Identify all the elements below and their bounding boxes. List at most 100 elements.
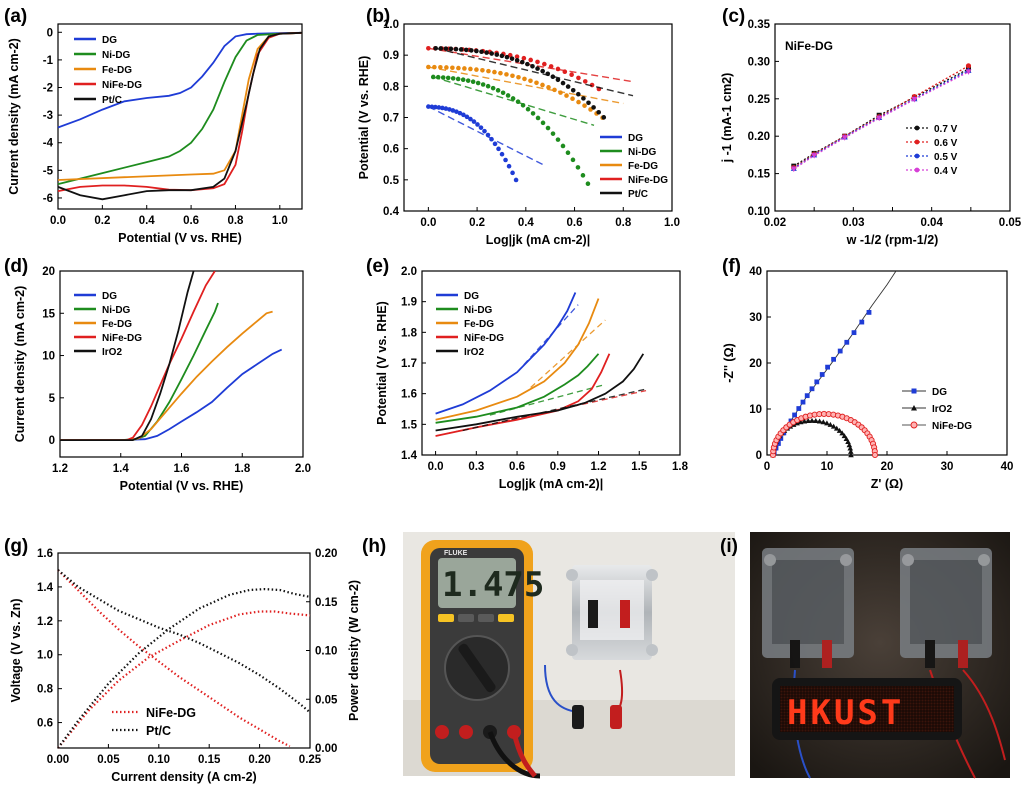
- data-point-NiFe-DG: [542, 61, 547, 67]
- y-tick-label: 0: [47, 27, 53, 39]
- y-tick-label: 1.0: [383, 19, 399, 31]
- series-line-Fe-DG: [435, 298, 600, 421]
- data-point-Ni-DG: [560, 143, 566, 149]
- x-tick-label: 1.2: [591, 461, 607, 473]
- data-point-Pt/C: [484, 50, 489, 55]
- y-tick-label: 0.5: [383, 175, 400, 187]
- data-point-IrO2: [839, 430, 845, 436]
- data-point-DG: [443, 106, 449, 111]
- data-point-Ni-DG: [550, 131, 556, 136]
- y2-tick-label: 0.05: [315, 694, 338, 706]
- series-line-IrO2: [60, 271, 195, 442]
- x-tick-label: 0.02: [764, 217, 786, 229]
- data-point-Fe-DG: [564, 93, 569, 98]
- y-tick-label: 0.4: [383, 206, 400, 218]
- data-point-Fe-DG: [438, 64, 443, 70]
- legend-label-DG: DG: [464, 291, 479, 302]
- legend-label-NiFe-DG: NiFe-DG: [628, 175, 668, 186]
- data-point-IrO2: [824, 420, 830, 426]
- data-point-Pt/C: [576, 91, 581, 97]
- y-tick-label: 0.20: [748, 131, 770, 143]
- y-tick-label: 0.6: [37, 718, 53, 730]
- data-point-Fe-DG: [432, 64, 437, 70]
- data-point-Ni-DG: [490, 85, 496, 91]
- data-point-IrO2: [836, 427, 843, 433]
- data-point-IrO2: [809, 417, 815, 423]
- data-point-Pt/C: [469, 48, 474, 53]
- y-tick-label: 20: [42, 266, 55, 278]
- fit-line-Ni-DG: [433, 76, 595, 126]
- data-point-Pt/C: [565, 84, 571, 89]
- data-point-Pt/C: [525, 61, 530, 67]
- data-point-IrO2: [846, 442, 853, 448]
- y-axis-label: -Z'' (Ω): [722, 343, 736, 383]
- y-tick-label: 10: [749, 404, 762, 416]
- panel-d-oer-lsv: 1.2 1.4 1.6 1.8 2.0 0 5 10 15 20 Potential (V vs. …: [4, 256, 311, 493]
- data-point-Ni-DG: [450, 76, 456, 81]
- data-point-DG: [429, 104, 435, 110]
- y-tick-label: 10: [42, 351, 55, 363]
- data-point-Ni-DG: [510, 96, 516, 101]
- x-tick-label: 0.4: [518, 217, 535, 229]
- panel-h-photo-multimeter: (h) FLUKE 1.475: [362, 532, 735, 779]
- x-axis-label: Current density (A cm-2): [111, 770, 256, 784]
- data-point-DG: [440, 105, 445, 111]
- panel-label-b: (b): [366, 6, 390, 27]
- data-point-Pt/C: [519, 59, 525, 65]
- data-point-IrO2: [848, 448, 854, 454]
- legend-label-Pt/C: Pt/C: [102, 95, 122, 106]
- data-point-DG: [478, 125, 484, 130]
- data-point-Ni-DG: [495, 88, 501, 93]
- series-line-NiFe-DG-left: [57, 569, 291, 748]
- data-point-Ni-DG: [515, 99, 521, 105]
- data-point-Pt/C: [438, 46, 444, 51]
- data-point-DG: [506, 163, 512, 169]
- x-tick-label: 40: [1001, 461, 1014, 473]
- x-tick-label: 0.4: [139, 215, 156, 227]
- data-point-Pt/C: [433, 46, 438, 51]
- x-tick-label: 1.4: [113, 463, 130, 475]
- series-line-NiFe-DG: [772, 413, 876, 456]
- fit-line-Fe-DG: [530, 319, 606, 389]
- data-point-Fe-DG: [444, 65, 449, 70]
- x-tick-label: 0.6: [567, 217, 583, 229]
- legend-label-NiFe-DG: NiFe-DG: [932, 421, 972, 432]
- data-point-Fe-DG: [522, 76, 527, 82]
- data-point: [911, 97, 918, 103]
- data-point-DG: [485, 132, 491, 138]
- y-tick-label: 1.7: [401, 358, 417, 370]
- data-point-Pt/C: [448, 46, 454, 52]
- data-point-Pt/C: [581, 96, 586, 101]
- data-point-Ni-DG: [570, 157, 576, 163]
- y-axis-label: Current density (mA cm-2): [13, 286, 27, 443]
- series-line-0.4 V: [793, 71, 969, 170]
- data-point-DG: [837, 348, 843, 354]
- y-tick-label: 40: [749, 266, 762, 278]
- legend-label-DG: DG: [628, 133, 643, 144]
- x-axis-label: Potential (V vs. RHE): [118, 231, 242, 245]
- data-point-Pt/C: [586, 100, 591, 106]
- data-point: [965, 63, 972, 69]
- data-point-IrO2: [820, 419, 827, 425]
- data-point-Fe-DG: [456, 65, 461, 71]
- data-point-IrO2: [841, 433, 848, 439]
- data-point-Pt/C: [443, 46, 449, 51]
- legend-label-Ni-DG: Ni-DG: [102, 50, 131, 61]
- multimeter-reading: 1.475: [442, 565, 544, 605]
- data-point-Pt/C: [535, 66, 540, 71]
- data-point: [876, 115, 883, 122]
- x-tick-label: 0.05: [97, 754, 120, 766]
- x-tick-label: 30: [941, 461, 954, 473]
- data-point-Fe-DG: [504, 72, 509, 77]
- data-point-DG: [859, 319, 865, 325]
- series-line-NiFe-DG: [57, 31, 303, 192]
- y-tick-label: 0: [756, 450, 762, 462]
- x-tick-label: 0.00: [47, 754, 69, 766]
- data-point-DG: [503, 157, 508, 163]
- panel-label-c: (c): [722, 6, 745, 27]
- data-point-DG: [804, 393, 810, 399]
- data-point-Fe-DG: [582, 103, 587, 108]
- data-point-NiFe-DG: [569, 72, 574, 78]
- x-tick-label: 0.10: [148, 754, 170, 766]
